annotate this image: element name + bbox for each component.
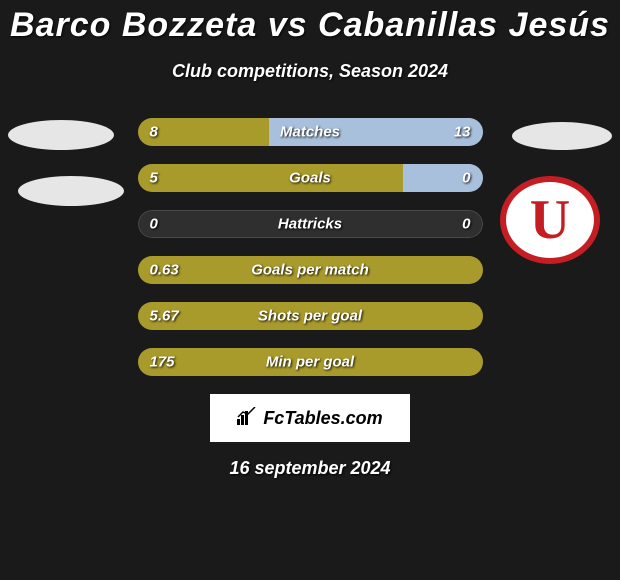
stat-right-fill <box>403 164 482 192</box>
stat-value-left: 5.67 <box>150 308 179 325</box>
stat-left-fill <box>138 164 404 192</box>
stat-row: Goals per match 0.63 <box>138 256 483 284</box>
stats-area: Matches 8 13 Goals 5 0 Hattricks 0 0 Goals per ma… <box>0 118 620 376</box>
stat-value-left: 5 <box>150 170 158 187</box>
stat-row: Min per goal 175 <box>138 348 483 376</box>
stat-row: Goals 5 0 <box>138 164 483 192</box>
stat-row: Shots per goal 5.67 <box>138 302 483 330</box>
stat-label: Matches <box>280 124 340 141</box>
stat-label: Min per goal <box>266 354 354 371</box>
stat-label: Hattricks <box>278 216 342 233</box>
page-title: Barco Bozzeta vs Cabanillas Jesús <box>0 0 620 45</box>
stat-value-right: 0 <box>462 216 470 233</box>
stat-value-left: 0.63 <box>150 262 179 279</box>
stat-label: Shots per goal <box>258 308 362 325</box>
stat-label: Goals <box>289 170 331 187</box>
stat-row: Matches 8 13 <box>138 118 483 146</box>
stat-value-left: 175 <box>150 354 175 371</box>
brand-box: FcTables.com <box>210 394 410 442</box>
stat-label: Goals per match <box>251 262 369 279</box>
stat-value-right: 13 <box>454 124 471 141</box>
brand-text: FcTables.com <box>263 408 382 429</box>
stat-value-right: 0 <box>462 170 470 187</box>
stat-value-left: 0 <box>150 216 158 233</box>
date-text: 16 september 2024 <box>0 458 620 479</box>
stat-value-left: 8 <box>150 124 158 141</box>
chart-icon <box>237 407 257 430</box>
stat-row: Hattricks 0 0 <box>138 210 483 238</box>
subtitle: Club competitions, Season 2024 <box>0 61 620 82</box>
